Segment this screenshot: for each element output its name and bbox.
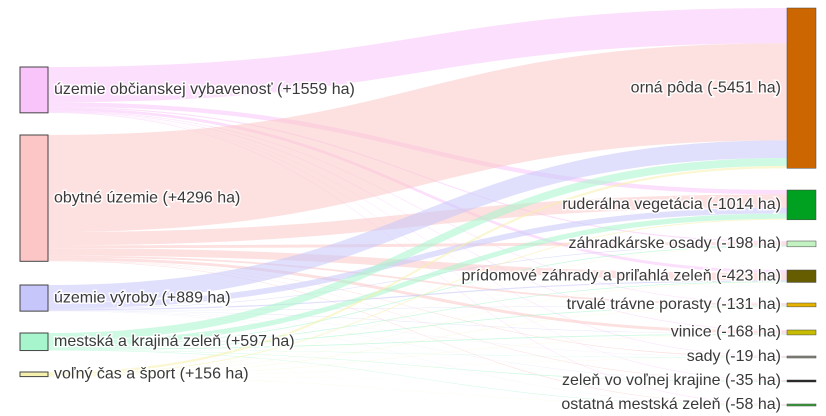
link bbox=[48, 349, 787, 382]
link bbox=[48, 207, 787, 309]
link bbox=[48, 376, 787, 406]
source-label: územie výroby (+889 ha) bbox=[54, 289, 231, 306]
target-label: zeleň vo voľnej krajine (-35 ha) bbox=[562, 372, 781, 389]
link bbox=[48, 282, 787, 376]
source-node bbox=[19, 371, 49, 378]
link bbox=[48, 248, 787, 281]
link bbox=[48, 111, 787, 357]
target-node bbox=[786, 379, 817, 383]
link bbox=[48, 350, 787, 406]
source-label: obytné územie (+4296 ha) bbox=[54, 189, 240, 206]
link bbox=[48, 349, 787, 358]
source-label: územie občianskej vybavenosť (+1559 ha) bbox=[54, 81, 355, 98]
link bbox=[48, 310, 787, 358]
target-node bbox=[786, 403, 817, 407]
target-label: sady (-19 ha) bbox=[687, 348, 781, 365]
link bbox=[48, 260, 787, 358]
target-node bbox=[786, 269, 817, 283]
links bbox=[48, 8, 787, 406]
target-node bbox=[786, 329, 817, 336]
target-label: záhradkárske osady (-198 ha) bbox=[568, 235, 781, 252]
target-node bbox=[786, 189, 817, 221]
target-label: prídomové záhrady a priľahlá zeleň (-423… bbox=[461, 267, 781, 284]
source-node bbox=[19, 134, 49, 262]
link bbox=[48, 260, 787, 382]
target-label: trvalé trávne porasty (-131 ha) bbox=[567, 296, 781, 313]
target-label: ruderálna vegetácia (-1014 ha) bbox=[562, 196, 781, 213]
link bbox=[48, 246, 787, 376]
link bbox=[48, 242, 787, 249]
link bbox=[48, 310, 787, 382]
link bbox=[48, 311, 787, 406]
target-node bbox=[786, 355, 817, 359]
link bbox=[48, 310, 787, 334]
link bbox=[48, 213, 787, 347]
labels: územie občianskej vybavenosť (+1559 ha) o… bbox=[53, 78, 783, 415]
target-node bbox=[786, 240, 817, 248]
link bbox=[48, 157, 787, 341]
link bbox=[48, 334, 787, 377]
link bbox=[48, 218, 787, 376]
link bbox=[48, 305, 787, 311]
source-label: voľný čas a šport (+156 ha) bbox=[54, 366, 249, 383]
link bbox=[48, 165, 787, 375]
target-label: orná pôda (-5451 ha) bbox=[631, 79, 781, 96]
target-node bbox=[786, 7, 817, 169]
target-node bbox=[786, 302, 817, 308]
target-label: ostatná mestská zeleň (-58 ha) bbox=[561, 396, 781, 413]
nodes bbox=[19, 7, 817, 407]
link bbox=[48, 305, 787, 349]
link bbox=[48, 281, 787, 348]
link bbox=[48, 376, 787, 382]
link bbox=[48, 245, 787, 348]
source-node bbox=[19, 284, 49, 312]
link bbox=[48, 260, 787, 406]
source-node bbox=[19, 332, 49, 352]
link bbox=[48, 306, 787, 377]
link bbox=[48, 8, 787, 103]
link bbox=[48, 107, 787, 273]
source-node bbox=[19, 66, 49, 114]
link bbox=[48, 333, 787, 350]
link bbox=[48, 245, 787, 310]
link bbox=[48, 280, 787, 311]
link bbox=[48, 357, 787, 377]
link bbox=[48, 110, 787, 304]
link bbox=[48, 140, 787, 303]
target-label: vinice (-168 ha) bbox=[671, 324, 781, 341]
link bbox=[48, 43, 787, 233]
source-label: mestská a krajiná zeleň (+597 ha) bbox=[54, 333, 295, 350]
